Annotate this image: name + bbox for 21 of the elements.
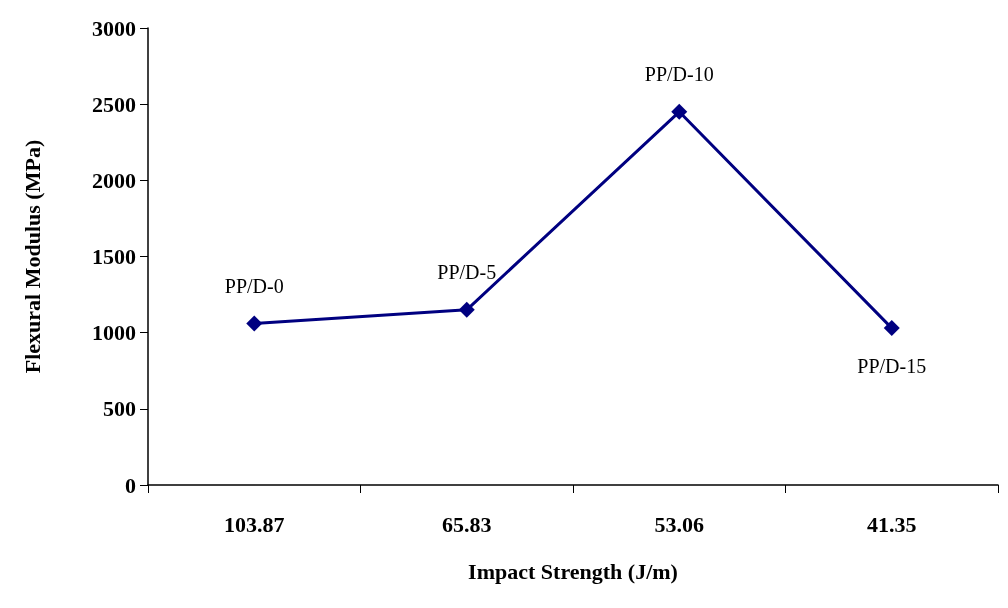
annotation: PP/D-15 (857, 355, 927, 378)
point (671, 103, 688, 120)
x-axis-title: Impact Strength (J/m) (468, 558, 678, 584)
y-tick-label: 3000 (92, 15, 136, 41)
y-tick-label: 1500 (92, 244, 136, 269)
y-tick-label: 0 (125, 472, 136, 498)
y-tick-label: 2000 (92, 167, 136, 193)
x-tick-label: 41.35 (867, 511, 917, 537)
point (246, 315, 263, 332)
y-tick-label: 1000 (92, 320, 136, 346)
point (458, 301, 475, 318)
y-tick-label: 2500 (92, 91, 136, 117)
point (883, 320, 900, 337)
x-tick-label: 103.87 (224, 511, 285, 537)
annotation: PP/D-0 (224, 274, 284, 297)
x-tick-label: 65.83 (442, 511, 492, 537)
y-tick-label: 500 (103, 396, 136, 422)
y-axis-title: Flexural Modulus (MPa) (19, 139, 45, 374)
annotation: PP/D-5 (437, 260, 497, 283)
annotation: PP/D-10 (644, 62, 714, 85)
x-tick-label: 53.06 (654, 511, 704, 537)
